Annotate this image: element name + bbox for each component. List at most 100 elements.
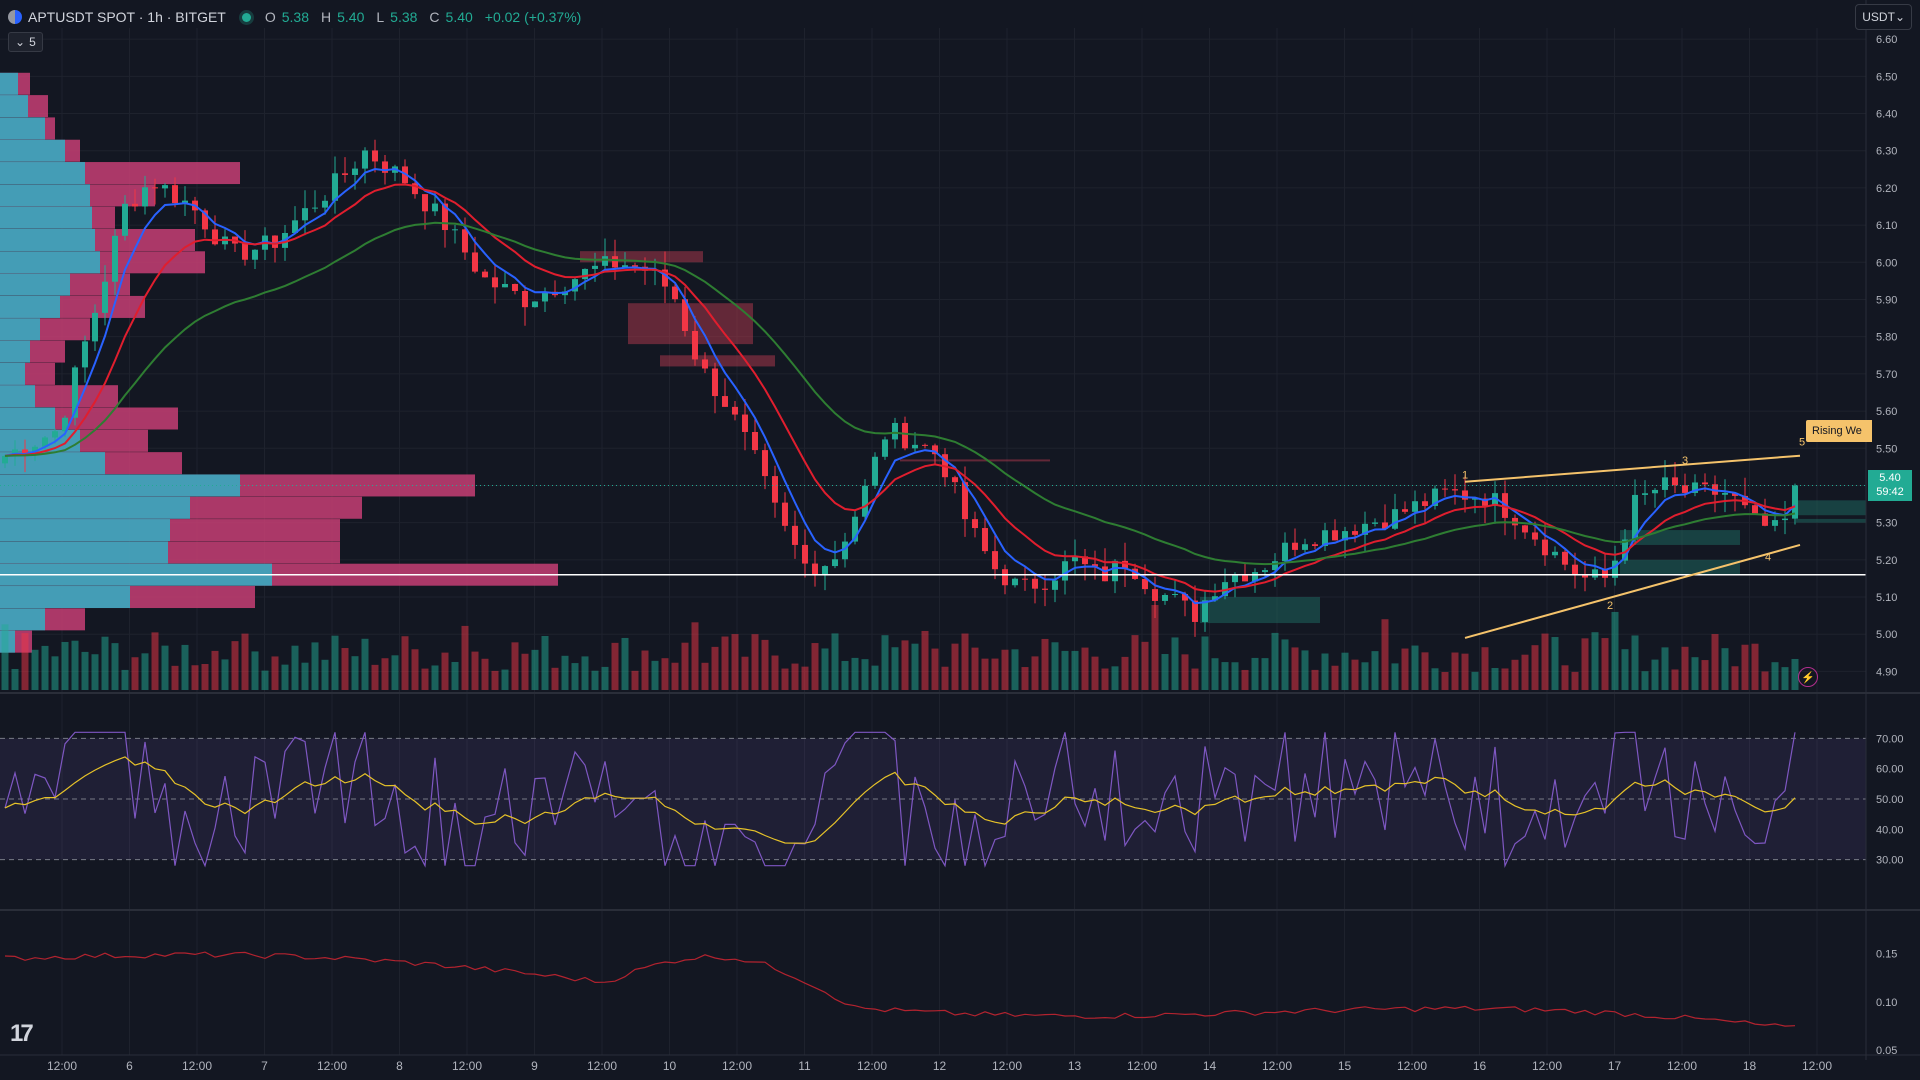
candle-body <box>322 200 328 208</box>
candle-body <box>1442 488 1448 490</box>
volume-bar <box>1721 648 1729 690</box>
candle-body <box>1702 482 1708 485</box>
candle-body <box>112 235 118 282</box>
candle-body <box>872 456 878 486</box>
candle-body <box>1132 568 1138 579</box>
currency-select[interactable]: USDT ⌄ <box>1855 4 1912 30</box>
candle-body <box>132 203 138 207</box>
volume-bar <box>1411 645 1419 690</box>
candle-body <box>1582 575 1588 578</box>
volume-bar <box>641 650 649 690</box>
candle-body <box>592 265 598 269</box>
volume-bar <box>951 643 959 690</box>
volume-bar <box>451 661 459 690</box>
volume-bar <box>1621 649 1629 690</box>
volume-bar <box>11 668 19 690</box>
time-tick-label: 8 <box>396 1059 403 1073</box>
volume-bar <box>1251 657 1259 690</box>
candle-body <box>1232 574 1238 583</box>
volume-bar <box>1471 671 1479 690</box>
volume-bar <box>1171 637 1179 690</box>
candle-body <box>822 566 828 576</box>
volume-bar <box>1131 635 1139 690</box>
candle-body <box>842 541 848 560</box>
time-tick-label: 16 <box>1473 1059 1487 1073</box>
lightning-icon[interactable]: ⚡ <box>1798 667 1818 687</box>
candle-body <box>1372 522 1378 524</box>
moving-averages <box>4 167 1796 605</box>
candle-body <box>1632 494 1638 540</box>
candle-body <box>1252 572 1258 582</box>
volume-bar <box>781 668 789 690</box>
volume-bar <box>1671 669 1679 690</box>
candle-body <box>362 150 368 169</box>
volume-bar <box>81 651 89 690</box>
candle-body <box>422 194 428 212</box>
price-tick-label: 5.00 <box>1876 629 1897 641</box>
candle-body <box>972 519 978 529</box>
volume-bar <box>891 647 899 690</box>
volume-profile-buy-bar <box>0 251 100 274</box>
candle-body <box>542 291 548 302</box>
volume-profile-buy-bar <box>0 95 28 118</box>
time-tick-label: 12:00 <box>857 1059 887 1073</box>
candle-body <box>1782 518 1788 521</box>
order-block-zone <box>1796 518 1866 523</box>
symbol-header[interactable]: APTUSDT SPOT · 1h · BITGET O 5.38 H 5.40 L… <box>8 6 581 28</box>
candle-body <box>1142 578 1148 590</box>
candle-body <box>962 482 968 520</box>
candle-body <box>802 544 808 564</box>
price-tick-label: 5.20 <box>1876 555 1897 567</box>
time-tick-label: 7 <box>261 1059 268 1073</box>
volume-bar <box>1791 658 1799 690</box>
volume-bar <box>251 651 259 690</box>
candle-body <box>1152 589 1158 601</box>
candle-body <box>102 281 108 313</box>
volume-bar <box>1001 649 1009 690</box>
candle-body <box>472 252 478 272</box>
wedge-point-label: 5 <box>1799 436 1805 448</box>
volume-bar <box>1301 650 1309 690</box>
volume-bar <box>1271 632 1279 690</box>
time-tick-label: 12:00 <box>1802 1059 1832 1073</box>
candle-body <box>1482 498 1488 506</box>
volume-bar <box>261 670 269 690</box>
volume-bar <box>1431 668 1439 690</box>
candle-body <box>1002 569 1008 586</box>
volume-bar <box>911 643 919 690</box>
volume-bar <box>1361 662 1369 690</box>
tradingview-logo-icon[interactable]: 17 <box>10 1020 34 1047</box>
volume-bar <box>1701 660 1709 690</box>
candle-body <box>922 444 928 446</box>
indicators-collapse-button[interactable]: ⌄ 5 <box>8 32 43 52</box>
volume-bar <box>1541 633 1549 690</box>
candle-body <box>242 243 248 260</box>
open-value: 5.38 <box>281 9 309 25</box>
symbol-title[interactable]: APTUSDT SPOT · 1h · BITGET <box>28 9 226 25</box>
candle-body <box>12 449 18 456</box>
volume-bar <box>521 653 529 690</box>
candle-body <box>1092 564 1098 567</box>
volume-bar <box>1761 671 1769 690</box>
candle-body <box>412 183 418 195</box>
candle-body <box>1792 485 1798 519</box>
time-tick-label: 17 <box>1608 1059 1622 1073</box>
volume-bar <box>1321 653 1329 690</box>
candle-body <box>1732 492 1738 496</box>
ema-line <box>4 221 1796 566</box>
volume-bar <box>1441 671 1449 690</box>
volume-bar <box>441 652 449 690</box>
candle-body <box>1472 498 1478 500</box>
volume-bar <box>1731 666 1739 690</box>
candle-body <box>1772 520 1778 526</box>
candle-body <box>1062 561 1068 581</box>
candle-body <box>1412 501 1418 512</box>
volume-bar <box>391 655 399 690</box>
lower-tick-label: 0.05 <box>1876 1045 1897 1057</box>
lower-tick-label: 0.10 <box>1876 997 1897 1009</box>
candle-body <box>782 502 788 526</box>
rising-wedge-label[interactable]: Rising We <box>1806 420 1872 442</box>
time-tick-label: 12:00 <box>992 1059 1022 1073</box>
volume-bar <box>1371 651 1379 690</box>
